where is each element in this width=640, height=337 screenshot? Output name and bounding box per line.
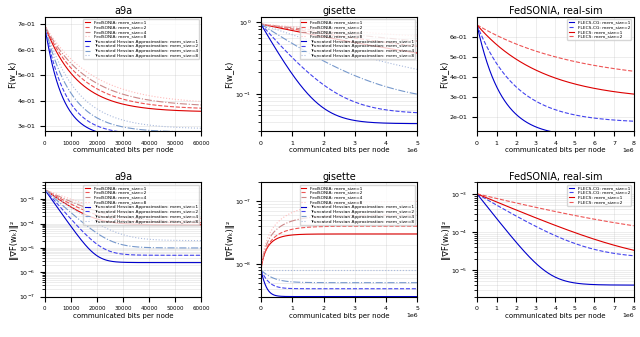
Y-axis label: ‖∇F(wₖ)‖²: ‖∇F(wₖ)‖² xyxy=(225,220,234,259)
Y-axis label: F(w_k): F(w_k) xyxy=(439,60,448,88)
Text: 1e6: 1e6 xyxy=(406,313,417,318)
Text: 1e6: 1e6 xyxy=(406,148,417,153)
X-axis label: communicated bits per node: communicated bits per node xyxy=(505,313,605,319)
X-axis label: communicated bits per node: communicated bits per node xyxy=(505,147,605,153)
Legend: FLECS-CG: mem_size=1, FLECS-CG: mem_size=2, FLECS: mem_size=1, FLECS: mem_size=2: FLECS-CG: mem_size=1, FLECS-CG: mem_size… xyxy=(568,185,632,206)
Text: 1e6: 1e6 xyxy=(622,313,634,318)
Title: a9a: a9a xyxy=(114,6,132,16)
Legend: FLECS-CG: mem_size=1, FLECS-CG: mem_size=2, FLECS: mem_size=1, FLECS: mem_size=2: FLECS-CG: mem_size=1, FLECS-CG: mem_size… xyxy=(568,19,632,40)
X-axis label: communicated bits per node: communicated bits per node xyxy=(73,147,173,153)
Y-axis label: ‖∇F(wₖ)‖²: ‖∇F(wₖ)‖² xyxy=(8,220,17,259)
X-axis label: communicated bits per node: communicated bits per node xyxy=(289,313,390,319)
X-axis label: communicated bits per node: communicated bits per node xyxy=(73,313,173,319)
Legend: FedSONIA: mem_size=1, FedSONIA: mem_size=2, FedSONIA: mem_size=4, FedSONIA: mem_: FedSONIA: mem_size=1, FedSONIA: mem_size… xyxy=(83,185,199,225)
Text: 1e6: 1e6 xyxy=(622,148,634,153)
Title: gisette: gisette xyxy=(323,172,356,182)
Legend: FedSONIA: mem_size=1, FedSONIA: mem_size=2, FedSONIA: mem_size=4, FedSONIA: mem_: FedSONIA: mem_size=1, FedSONIA: mem_size… xyxy=(300,19,415,59)
Title: FedSONIA, real-sim: FedSONIA, real-sim xyxy=(509,6,602,16)
Y-axis label: ‖∇F(wₖ)‖²: ‖∇F(wₖ)‖² xyxy=(441,220,450,259)
Y-axis label: F(w_k): F(w_k) xyxy=(7,60,16,88)
Y-axis label: F(w_k): F(w_k) xyxy=(225,60,234,88)
X-axis label: communicated bits per node: communicated bits per node xyxy=(289,147,390,153)
Title: a9a: a9a xyxy=(114,172,132,182)
Legend: FedSONIA: mem_size=1, FedSONIA: mem_size=2, FedSONIA: mem_size=4, FedSONIA: mem_: FedSONIA: mem_size=1, FedSONIA: mem_size… xyxy=(83,19,199,59)
Title: FedSONIA, real-sim: FedSONIA, real-sim xyxy=(509,172,602,182)
Title: gisette: gisette xyxy=(323,6,356,16)
Legend: FedSONIA: mem_size=1, FedSONIA: mem_size=2, FedSONIA: mem_size=4, FedSONIA: mem_: FedSONIA: mem_size=1, FedSONIA: mem_size… xyxy=(300,185,415,225)
